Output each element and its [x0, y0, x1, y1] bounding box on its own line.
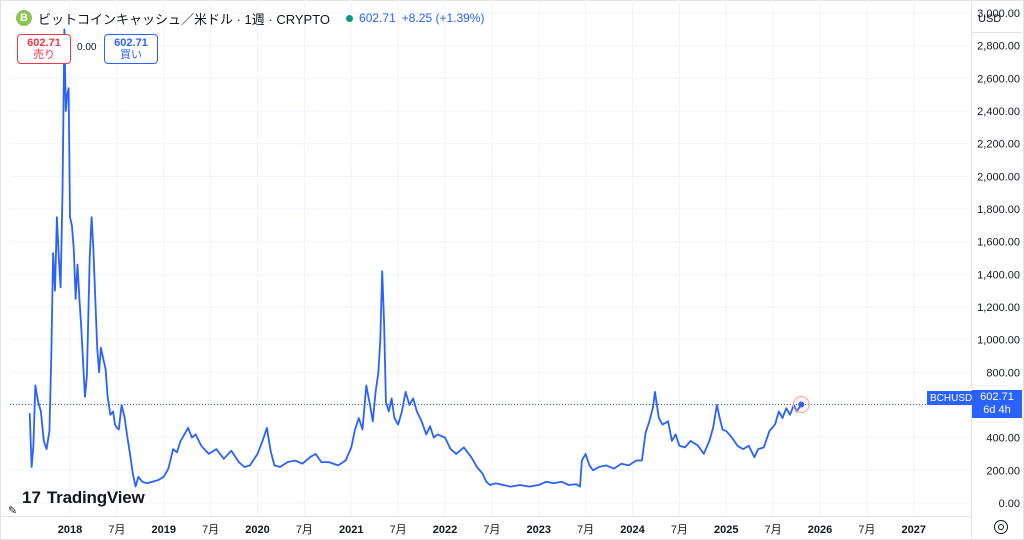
- symbol-title[interactable]: ビットコインキャッシュ／米ドル · 1週 · CRYPTO: [38, 11, 331, 27]
- y-tick-label: 400.00: [986, 433, 1020, 445]
- x-tick-label: 2025: [714, 524, 738, 536]
- tradingview-logo-text: TradingView: [46, 488, 145, 507]
- x-tick-label: 2018: [58, 524, 82, 536]
- drawing-tool-icon[interactable]: ✎: [8, 505, 18, 517]
- y-tick-label: 2,400.00: [977, 106, 1020, 118]
- x-tick-label: 2023: [527, 524, 551, 536]
- sell-label: 売り: [33, 49, 55, 61]
- x-tick-label: 7月: [577, 524, 594, 536]
- x-tick-label: 2026: [808, 524, 832, 536]
- sell-price: 602.71: [27, 37, 61, 49]
- currency-divider: [972, 32, 1022, 33]
- chart-pane[interactable]: 0.00200.00400.00600.00800.001,000.001,20…: [10, 0, 1020, 536]
- y-tick-label: 2,600.00: [977, 73, 1020, 85]
- buy-button[interactable]: 602.71 買い: [104, 34, 158, 64]
- currency-selector[interactable]: USD: [978, 13, 1002, 25]
- x-tick-label: 7月: [858, 524, 875, 536]
- last-price-tag: 602.71 6d 4h: [972, 390, 1022, 418]
- x-tick-label: 7月: [765, 524, 782, 536]
- symbol-header: B ビットコインキャッシュ／米ドル · 1週 · CRYPTO 602.71 +…: [16, 8, 484, 28]
- bitcoin-cash-icon: B: [16, 10, 32, 26]
- symbol-price-label: BCHUSD: [927, 391, 976, 405]
- price-series-line: [28, 28, 803, 488]
- x-tick-label: 2020: [245, 524, 269, 536]
- y-tick-label: 2,000.00: [977, 171, 1020, 183]
- last-price-tag-value: 602.71: [980, 391, 1014, 403]
- price-axis-divider: [971, 0, 972, 538]
- buy-price: 602.71: [114, 37, 148, 49]
- y-tick-label: 200.00: [986, 465, 1020, 477]
- x-tick-label: 2022: [433, 524, 457, 536]
- y-tick-label: 800.00: [986, 367, 1020, 379]
- y-tick-label: 1,600.00: [977, 237, 1020, 249]
- y-tick-label: 1,400.00: [977, 269, 1020, 281]
- x-tick-label: 2021: [339, 524, 363, 536]
- y-tick-label: 1,000.00: [977, 335, 1020, 347]
- x-tick-label: 7月: [108, 524, 125, 536]
- y-tick-label: 1,200.00: [977, 302, 1020, 314]
- price-change: +8.25 (+1.39%): [401, 11, 485, 25]
- buy-label: 買い: [120, 49, 142, 61]
- x-tick-label: 7月: [483, 524, 500, 536]
- x-tick-label: 7月: [202, 524, 219, 536]
- y-tick-label: 2,200.00: [977, 139, 1020, 151]
- sell-button[interactable]: 602.71 売り: [17, 34, 71, 64]
- spread-value: 0.00: [77, 42, 97, 53]
- x-tick-label: 2024: [620, 524, 645, 536]
- y-tick-label: 3,000.00: [977, 8, 1020, 20]
- y-tick-label: 1,800.00: [977, 204, 1020, 216]
- x-tick-label: 7月: [671, 524, 688, 536]
- time-axis-divider: [0, 516, 971, 517]
- gear-icon[interactable]: [994, 520, 1008, 534]
- market-status-dot: [346, 14, 354, 22]
- x-tick-label: 2019: [152, 524, 176, 536]
- x-tick-label: 7月: [390, 524, 407, 536]
- bar-countdown: 6d 4h: [983, 404, 1011, 416]
- last-price: 602.71: [359, 11, 396, 25]
- tradingview-logo-icon: 17: [22, 488, 41, 507]
- x-tick-label: 2027: [902, 524, 926, 536]
- x-tick-label: 7月: [296, 524, 313, 536]
- tradingview-logo[interactable]: 17 TradingView: [22, 488, 145, 508]
- y-tick-label: 2,800.00: [977, 41, 1020, 53]
- y-tick-label: 0.00: [999, 498, 1020, 510]
- last-point-marker: [798, 401, 805, 408]
- price-chart[interactable]: 0.00200.00400.00600.00800.001,000.001,20…: [10, 0, 1024, 540]
